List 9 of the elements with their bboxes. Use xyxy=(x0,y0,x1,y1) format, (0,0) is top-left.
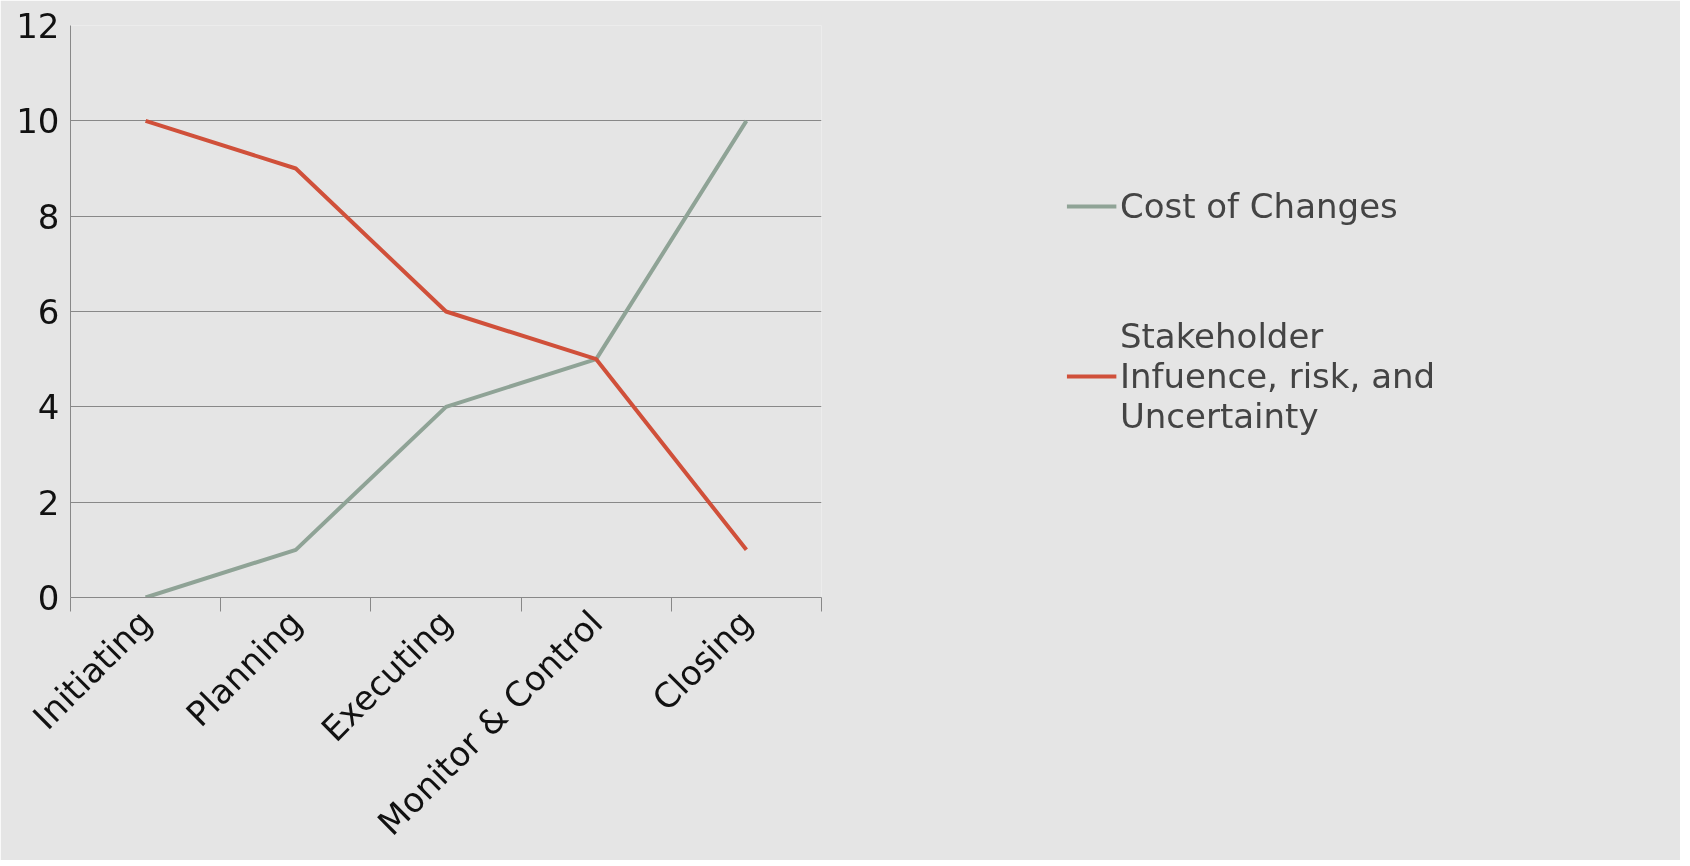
y-tick-label: 0 xyxy=(37,578,60,618)
y-tick-label: 12 xyxy=(16,6,60,46)
legend-label: Stakeholder Infuence, risk, and Uncertainty xyxy=(1119,316,1436,436)
y-tick-label: 4 xyxy=(37,387,60,428)
y-tick-label: 6 xyxy=(37,292,60,332)
y-tick-label: 8 xyxy=(37,196,60,237)
legend-label: Cost of Changes xyxy=(1119,186,1398,226)
y-tick-label: 2 xyxy=(37,482,60,523)
y-tick-label: 10 xyxy=(16,101,60,142)
